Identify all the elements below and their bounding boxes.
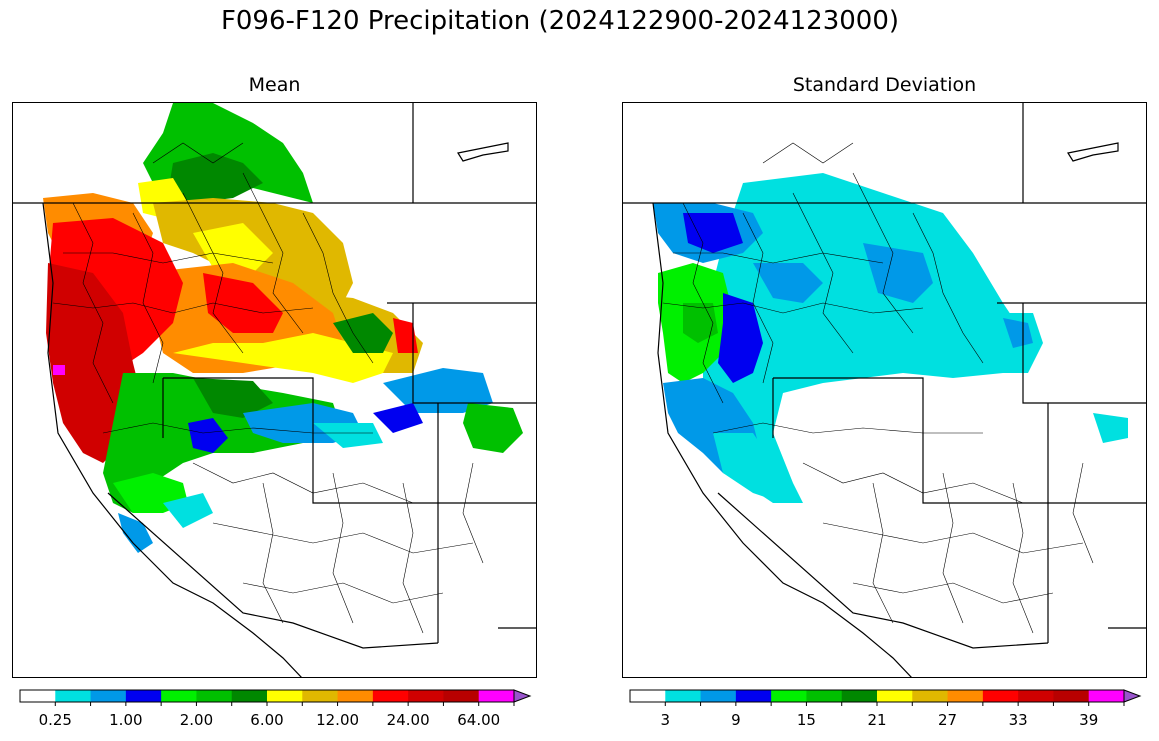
std-colorbar bbox=[629, 689, 1142, 706]
mean-state-borders bbox=[13, 103, 536, 677]
mean-colorbar-swatch bbox=[302, 690, 339, 702]
mean-precip-fill bbox=[41, 103, 536, 677]
std-colorbar-swatch bbox=[1053, 690, 1090, 702]
std-colorbar-swatch bbox=[841, 690, 878, 702]
mean-colorbar-swatch bbox=[443, 690, 480, 702]
mean-colorbar bbox=[19, 689, 532, 706]
std-map-canvas bbox=[623, 103, 1146, 677]
mean-fill-lightblue-sw bbox=[118, 513, 153, 553]
mean-colorbar-swatch bbox=[267, 690, 303, 702]
std-panel-title: Standard Deviation bbox=[792, 74, 977, 96]
mean-colorbar-swatch bbox=[161, 690, 197, 702]
std-colorbar-swatch bbox=[630, 690, 666, 702]
std-colorbar-swatch bbox=[771, 690, 807, 702]
std-fill-lightblue-center bbox=[753, 263, 823, 303]
mean-colorbar-swatch bbox=[55, 690, 92, 702]
std-fill-lightblue-se bbox=[1003, 318, 1033, 348]
std-fill-cyan-main bbox=[703, 173, 1033, 503]
mean-tick-0: 0.25 bbox=[38, 711, 72, 729]
std-fill-blue-nw bbox=[683, 213, 743, 253]
std-tick-5: 33 bbox=[1008, 711, 1028, 729]
mean-colorbar-swatch bbox=[231, 690, 268, 702]
std-fill-darkgreen-coast bbox=[683, 303, 718, 343]
mean-colorbar-swatch bbox=[372, 690, 409, 702]
std-tick-2: 15 bbox=[796, 711, 816, 729]
mean-colorbar-swatch bbox=[196, 690, 233, 702]
std-colorbar-swatch bbox=[735, 690, 772, 702]
figure-title: F096-F120 Precipitation (2024122900-2024… bbox=[220, 6, 900, 36]
std-colorbar-swatch bbox=[912, 690, 949, 702]
std-tick-3: 21 bbox=[867, 711, 887, 729]
mean-tick-5: 24.00 bbox=[386, 711, 430, 729]
std-fill-cyan-se bbox=[1093, 413, 1128, 443]
mean-fill-red-east bbox=[393, 318, 418, 353]
std-tick-0: 3 bbox=[660, 711, 671, 729]
mean-basin-lines bbox=[52, 142, 484, 634]
mean-fill-cyan-sw bbox=[163, 493, 213, 528]
mean-map-canvas bbox=[13, 103, 536, 677]
mean-fill-yellow-band bbox=[173, 333, 393, 383]
std-colorbar-swatch bbox=[982, 690, 1019, 702]
std-colorbar-swatches bbox=[629, 689, 1142, 706]
std-tick-4: 27 bbox=[938, 711, 958, 729]
mean-map bbox=[12, 102, 537, 678]
mean-tick-2: 2.00 bbox=[179, 711, 214, 729]
std-state-borders bbox=[623, 103, 1146, 677]
mean-fill-darkgreen-south bbox=[193, 378, 273, 418]
std-colorbar-swatch bbox=[1088, 690, 1125, 702]
mean-colorbar-swatches bbox=[19, 689, 532, 706]
mean-fill-magenta-spot bbox=[53, 365, 65, 375]
std-colorbar-swatch bbox=[806, 690, 843, 702]
mean-tick-4: 12.00 bbox=[316, 711, 360, 729]
mean-tick-6: 64.00 bbox=[457, 711, 501, 729]
mean-colorbar-swatch bbox=[90, 690, 127, 702]
mean-colorbar-swatch bbox=[337, 690, 374, 702]
mean-tick-1: 1.00 bbox=[109, 711, 143, 729]
std-colorbar-swatch bbox=[1018, 690, 1054, 702]
std-precip-fill bbox=[651, 103, 1146, 677]
mean-fill-blue-south bbox=[188, 418, 228, 453]
mean-fill-green-east bbox=[463, 403, 523, 453]
std-map bbox=[622, 102, 1147, 678]
std-colorbar-swatch bbox=[877, 690, 913, 702]
mean-fill-cyan-south bbox=[313, 423, 383, 448]
std-colorbar-swatch bbox=[665, 690, 702, 702]
mean-tick-3: 6.00 bbox=[250, 711, 284, 729]
mean-colorbar-swatch bbox=[408, 690, 444, 702]
mean-fill-red-center bbox=[203, 273, 283, 333]
mean-colorbar-swatch bbox=[478, 690, 515, 702]
std-basin-lines bbox=[662, 142, 1094, 634]
mean-colorbar-swatch bbox=[125, 690, 162, 702]
std-tick-1: 9 bbox=[731, 711, 741, 729]
mean-fill-blue-east bbox=[373, 403, 423, 433]
std-tick-6: 39 bbox=[1079, 711, 1099, 729]
std-fill-cyan-sw bbox=[713, 433, 793, 503]
mean-colorbar-extend-arrow bbox=[513, 689, 532, 703]
mean-colorbar-swatch bbox=[20, 690, 56, 702]
mean-panel-title: Mean bbox=[248, 74, 301, 96]
mean-fill-darkgreen-north bbox=[168, 153, 263, 203]
std-fill-blue-coast bbox=[718, 293, 763, 383]
mean-fill-yellow-center bbox=[193, 223, 273, 273]
std-fill-lightblue-east bbox=[863, 243, 933, 303]
mean-fill-lightblue-east bbox=[383, 368, 493, 413]
std-colorbar-swatch bbox=[700, 690, 737, 702]
std-colorbar-swatch bbox=[947, 690, 984, 702]
std-colorbar-extend-arrow bbox=[1123, 689, 1142, 703]
